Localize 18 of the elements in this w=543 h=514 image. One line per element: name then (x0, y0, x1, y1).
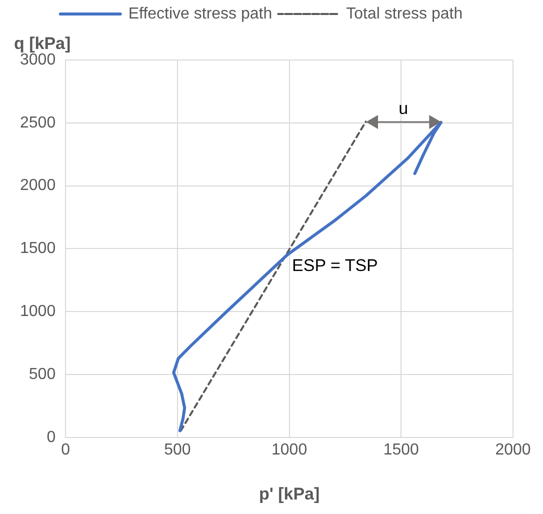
legend-label: Total stress path (346, 5, 463, 22)
y-tick-label: 3000 (20, 51, 56, 68)
x-tick-label: 2000 (495, 441, 531, 458)
y-tick-label: 2500 (20, 114, 56, 132)
y-tick-label: 1500 (20, 240, 56, 258)
x-tick-label: 1000 (272, 441, 308, 458)
y-axis-title: q [kPa] (14, 34, 71, 53)
legend-label: Effective stress path (128, 5, 272, 22)
y-tick-label: 2000 (20, 177, 56, 194)
x-tick-label: 500 (164, 441, 191, 458)
x-tick-label: 1500 (383, 441, 420, 458)
x-axis-title: p' [kPa] (258, 484, 320, 504)
annotation: u (398, 98, 408, 118)
y-tick-label: 500 (28, 366, 56, 383)
y-tick-label: 1000 (20, 303, 56, 320)
annotation: ESP = TSP (292, 256, 378, 276)
x-tick-label: 0 (61, 441, 70, 458)
y-tick-label: 0 (46, 428, 56, 446)
